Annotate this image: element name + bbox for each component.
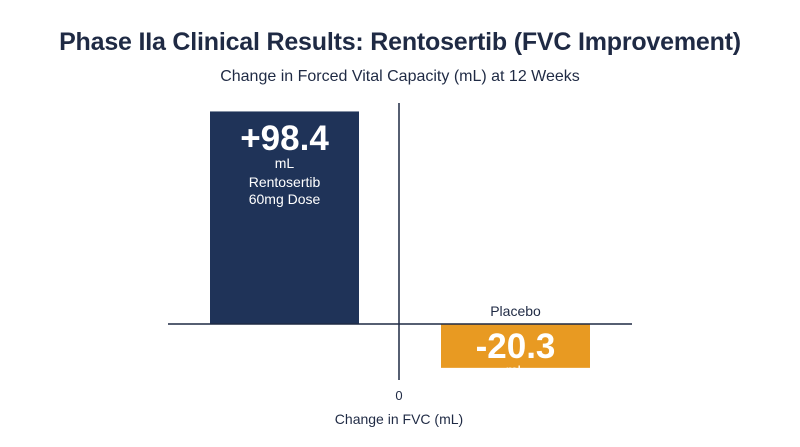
data-label-unit: mL — [506, 362, 526, 378]
data-label-value: +98.4 — [240, 119, 329, 158]
category-label: Rentosertib — [249, 174, 321, 190]
category-label: Placebo — [490, 303, 541, 319]
category-label: 60mg Dose — [249, 191, 321, 207]
chart-title: Phase IIa Clinical Results: Rentosertib … — [59, 28, 741, 56]
tick-label: 0 — [395, 388, 402, 403]
data-label-unit: mL — [275, 155, 295, 171]
bar-1 — [441, 324, 590, 368]
axis-title: Change in FVC (mL) — [335, 411, 463, 427]
data-label-value: -20.3 — [476, 327, 556, 366]
chart-subtitle: Change in Forced Vital Capacity (mL) at … — [220, 68, 580, 85]
bar-0 — [210, 111, 359, 325]
